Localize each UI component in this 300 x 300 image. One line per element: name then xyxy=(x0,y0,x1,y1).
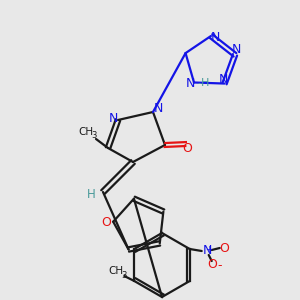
Text: O: O xyxy=(207,259,217,272)
Text: -: - xyxy=(218,260,222,272)
Text: N: N xyxy=(108,112,118,125)
Text: N: N xyxy=(203,244,212,257)
Text: 3: 3 xyxy=(122,271,127,280)
Text: O: O xyxy=(101,216,111,229)
Text: N: N xyxy=(211,31,220,44)
Text: CH: CH xyxy=(109,266,124,276)
Text: 3: 3 xyxy=(91,131,97,140)
Text: O: O xyxy=(219,242,229,254)
Text: O: O xyxy=(182,142,192,154)
Text: +: + xyxy=(205,245,212,254)
Text: H: H xyxy=(87,188,95,200)
Text: N: N xyxy=(153,103,163,116)
Text: N: N xyxy=(185,77,195,90)
Text: -H: -H xyxy=(198,79,210,88)
Text: CH: CH xyxy=(78,127,94,137)
Text: N: N xyxy=(219,73,228,86)
Text: N: N xyxy=(231,43,241,56)
